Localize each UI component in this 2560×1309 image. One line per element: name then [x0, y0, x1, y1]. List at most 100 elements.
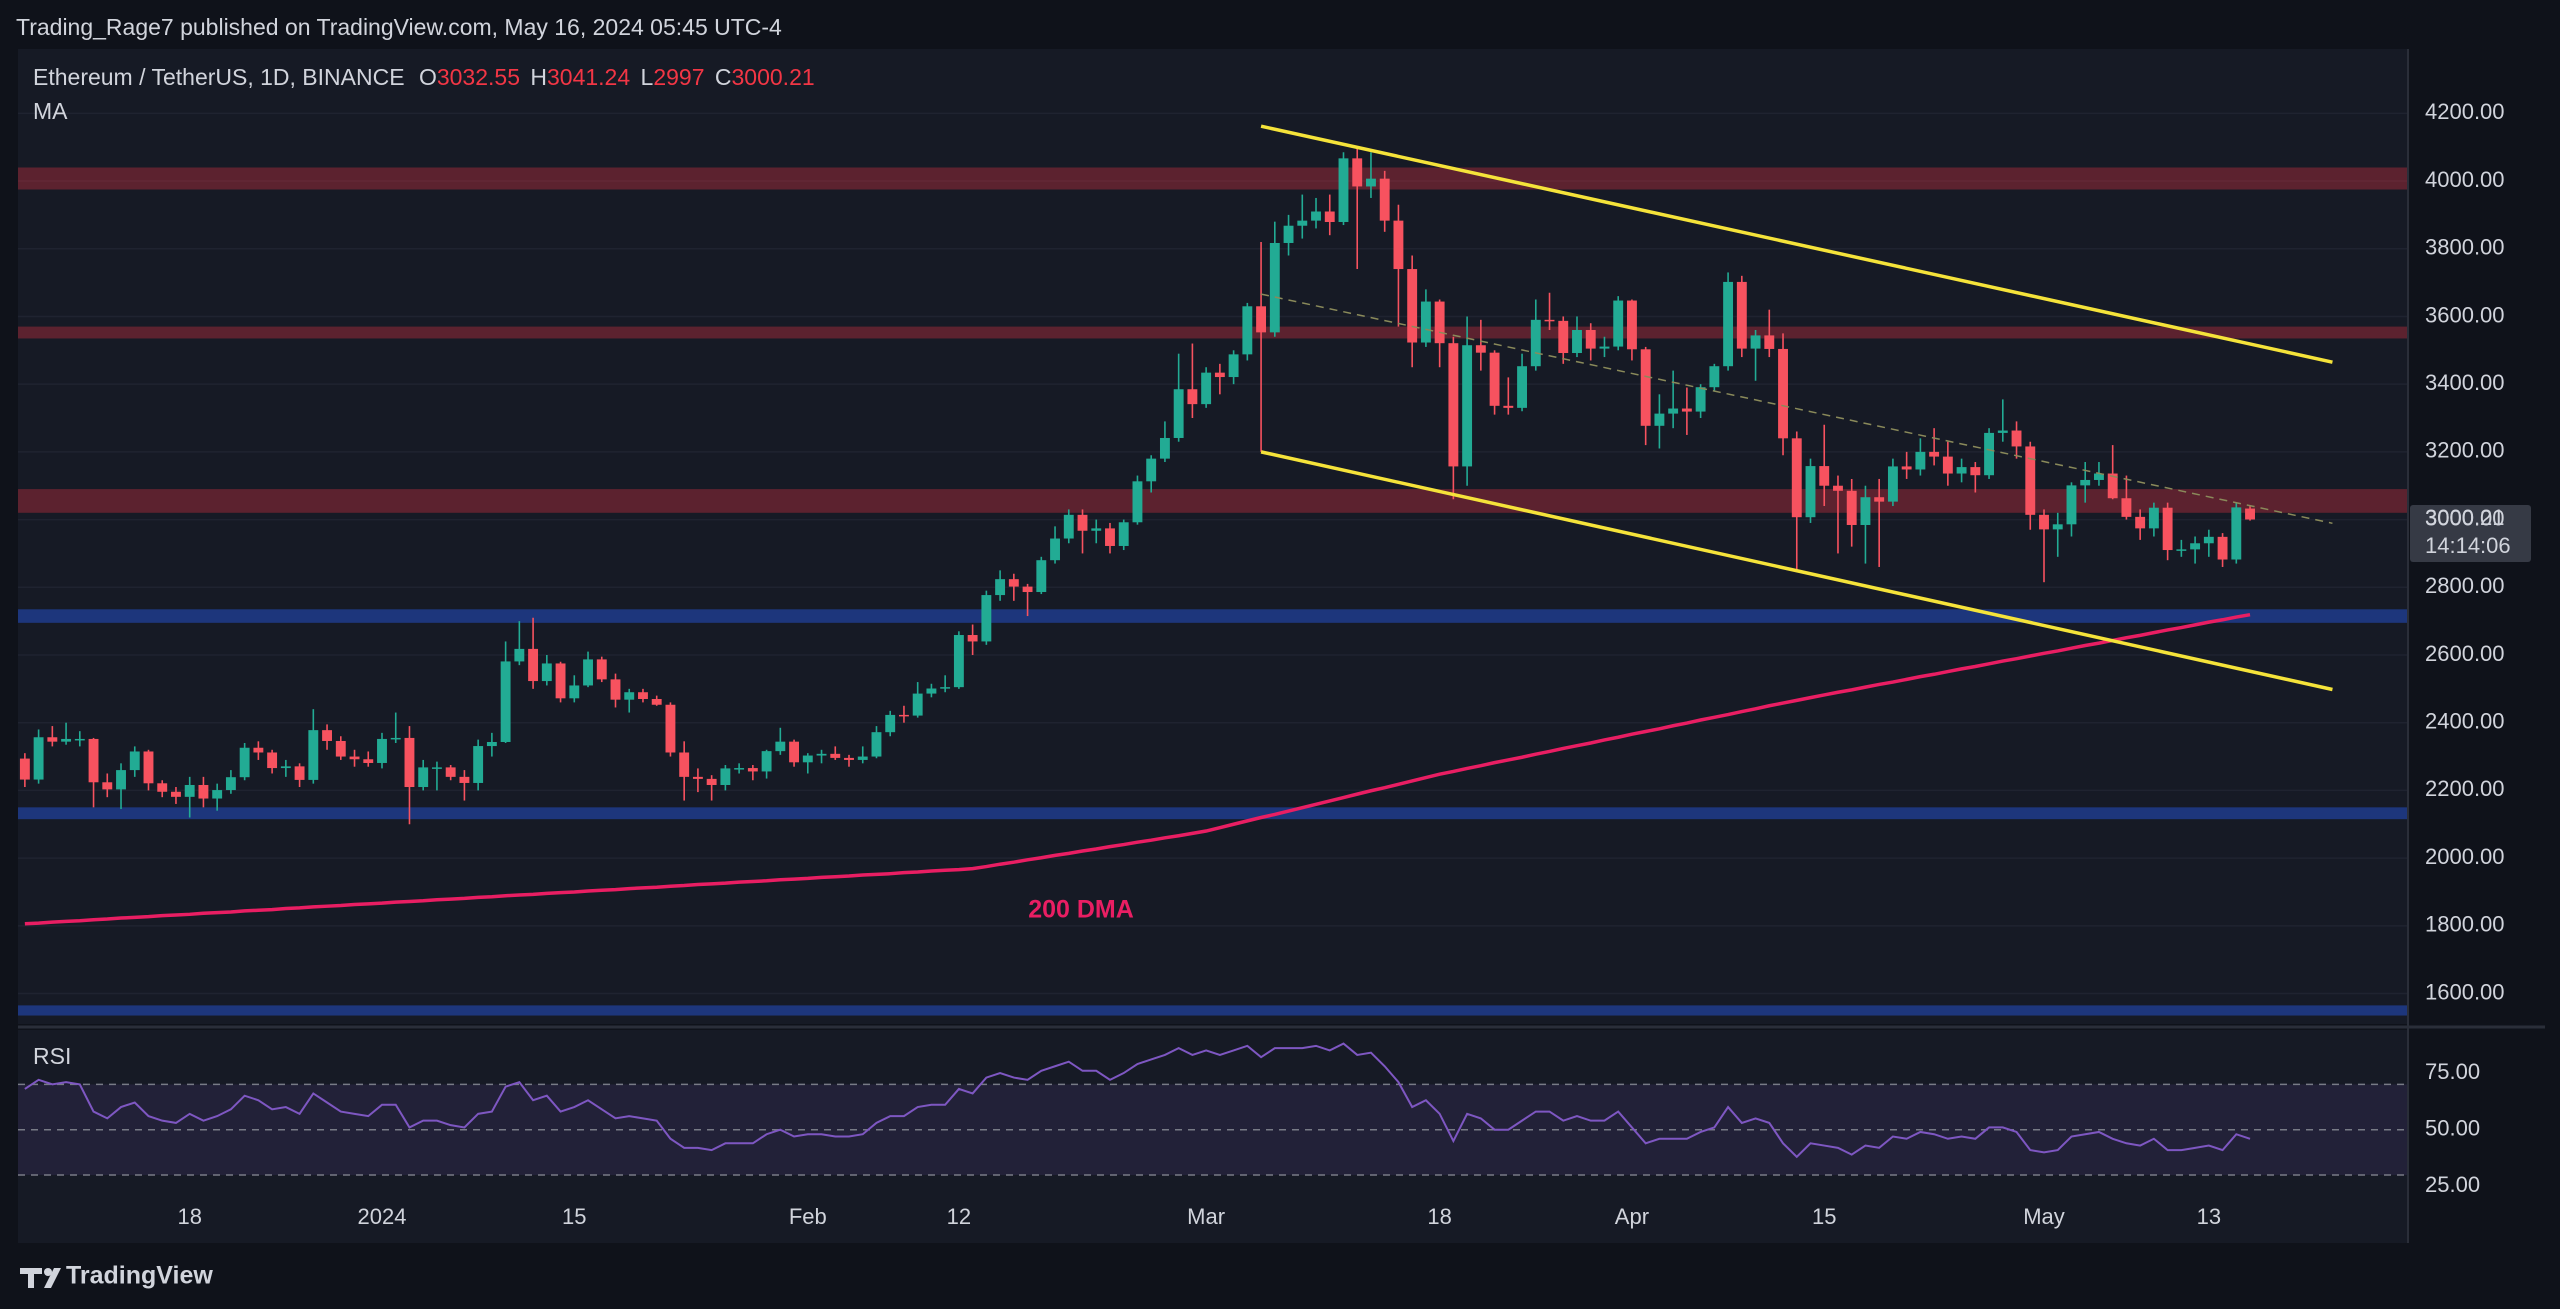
candle-body — [1613, 300, 1624, 347]
candle-body — [88, 738, 99, 783]
candle-body — [1105, 528, 1115, 546]
candle-body — [1379, 178, 1390, 221]
candle-body — [473, 746, 484, 783]
candle-body — [720, 768, 731, 785]
ohlc-label: L — [641, 64, 654, 90]
candle-body — [816, 753, 827, 756]
candle-body — [1063, 514, 1074, 539]
y-tick-label: 2400.00 — [2425, 709, 2505, 734]
zone — [18, 609, 2408, 623]
candle-body — [335, 740, 346, 757]
candle-body — [143, 751, 154, 784]
ohlc-label: H — [530, 64, 547, 90]
candle-body — [555, 663, 566, 699]
candle-body — [486, 741, 497, 747]
candle-body — [1366, 178, 1376, 187]
x-tick-label: 18 — [177, 1204, 201, 1229]
candle-body — [1228, 354, 1239, 378]
candle-body — [308, 730, 319, 780]
candle-body — [899, 714, 909, 717]
rsi-tick-label: 75.00 — [2425, 1059, 2480, 1084]
candle-body — [500, 661, 511, 742]
attribution: Trading_Rage7 published on TradingView.c… — [16, 14, 782, 40]
candle-body — [322, 730, 332, 741]
candle-body — [2203, 536, 2214, 544]
candle-body — [624, 692, 635, 700]
ohlc-label: O — [419, 64, 437, 90]
candle-body — [912, 693, 923, 716]
candle-body — [2107, 473, 2118, 499]
ma-label: MA — [33, 98, 68, 124]
candle-body — [692, 776, 703, 779]
candle-body — [2121, 498, 2132, 517]
candle-body — [1173, 389, 1184, 438]
candle-body — [1462, 345, 1473, 467]
candle-body — [459, 776, 470, 783]
candle-body — [2162, 507, 2173, 551]
y-tick-label: 3000.00 — [2425, 505, 2505, 530]
candle-body — [1311, 211, 1321, 221]
candle-body — [1860, 497, 1871, 525]
candle-body — [102, 782, 113, 790]
footer-logo — [20, 1268, 61, 1288]
candle-body — [940, 687, 951, 689]
candle-body — [1585, 329, 1596, 349]
y-tick-label: 1600.00 — [2425, 979, 2505, 1004]
candle-body — [2190, 543, 2201, 550]
candle-body — [2052, 524, 2063, 530]
y-tick-label: 2800.00 — [2425, 573, 2505, 598]
candle-body — [184, 784, 195, 797]
y-tick-label: 1800.00 — [2425, 912, 2505, 937]
candle-body — [74, 738, 85, 741]
candle-body — [1077, 514, 1088, 531]
y-tick-label: 4000.00 — [2425, 167, 2505, 192]
candle-body — [157, 783, 168, 792]
candle-body — [679, 752, 690, 777]
candle-body — [1640, 349, 1651, 426]
countdown: 14:14:06 — [2425, 533, 2511, 558]
candle-body — [1846, 490, 1857, 525]
rsi-line — [24, 1042, 2251, 1159]
y-tick-label: 2000.00 — [2425, 844, 2505, 869]
candle-body — [1420, 301, 1431, 343]
candle-body — [789, 741, 800, 763]
candle-body — [239, 747, 250, 778]
candle-body — [2135, 516, 2146, 529]
zone — [18, 807, 2408, 820]
candle-body — [1008, 579, 1019, 587]
candle-body — [1352, 158, 1363, 187]
candle-body — [596, 659, 607, 680]
ohlc-value: 3000.21 — [732, 64, 815, 90]
y-tick-label: 2200.00 — [2425, 776, 2505, 801]
candle-body — [1187, 389, 1198, 405]
candle-body — [761, 751, 772, 772]
ohlc-label: C — [715, 64, 732, 90]
ohlc-value: 2997 — [653, 64, 704, 90]
candle-body — [1778, 348, 1788, 439]
candle-body — [1434, 301, 1445, 344]
candle-body — [1448, 343, 1459, 467]
candle-body — [1475, 345, 1486, 353]
candle-body — [638, 692, 648, 699]
candle-body — [610, 679, 621, 700]
rsi-label: RSI — [33, 1043, 71, 1069]
candle-body — [61, 738, 72, 742]
candle-body — [583, 659, 593, 686]
candle-body — [1874, 497, 1885, 502]
candle-body — [569, 685, 580, 699]
x-tick-label: 2024 — [358, 1204, 407, 1229]
candle-body — [2025, 446, 2036, 515]
candle-body — [2039, 514, 2049, 530]
candle-body — [418, 767, 429, 788]
candle-body — [1942, 456, 1953, 474]
ohlc-value: 3032.55 — [437, 64, 520, 90]
candle-body — [1242, 306, 1253, 355]
candle-body — [1654, 413, 1665, 426]
candle-body — [1407, 269, 1418, 343]
candle-body — [1132, 481, 1143, 523]
candle-body — [390, 737, 401, 740]
candle-body — [1791, 438, 1802, 518]
zone — [18, 489, 2408, 513]
candle-body — [363, 759, 374, 763]
